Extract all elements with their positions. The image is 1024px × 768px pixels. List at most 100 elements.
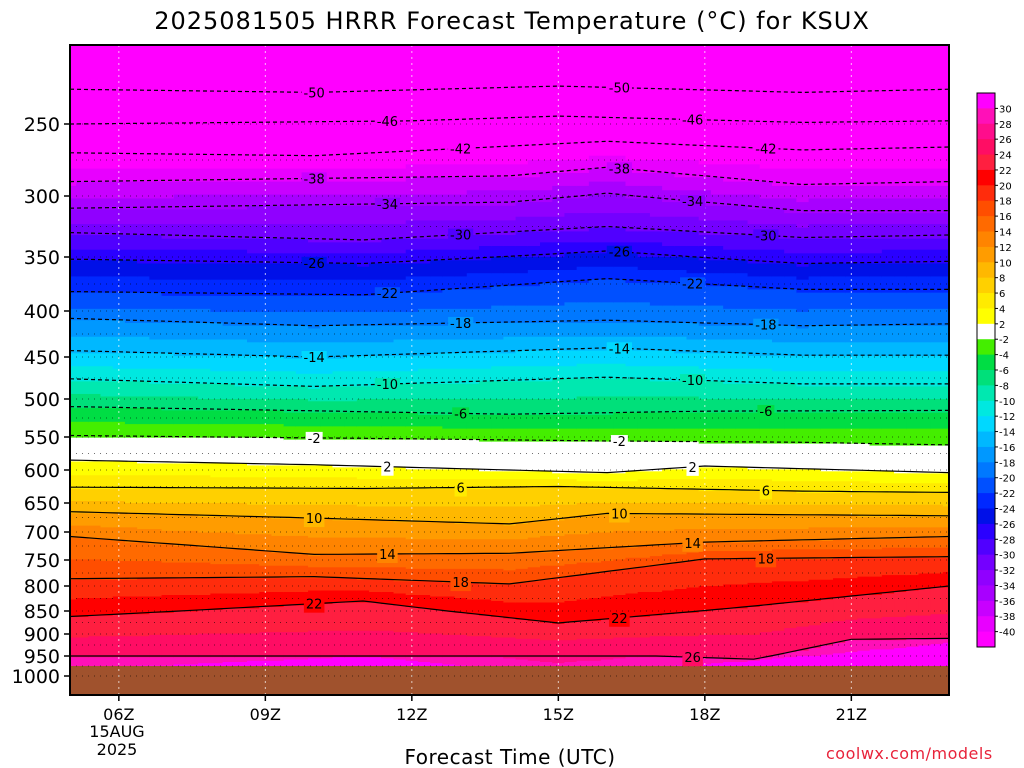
- band-cell: [906, 45, 920, 170]
- band-cell: [527, 350, 541, 368]
- band-cell: [881, 45, 895, 170]
- band-cell: [771, 412, 785, 430]
- band-cell: [894, 238, 908, 251]
- band-cell: [88, 539, 102, 561]
- band-cell: [430, 276, 444, 294]
- band-cell: [173, 339, 187, 357]
- band-cell: [845, 549, 859, 559]
- band-cell: [540, 231, 554, 244]
- band-cell: [295, 224, 309, 240]
- band-cell: [613, 396, 627, 414]
- plot-area: -50 -50-46 -46-42 -42-38-38-34 -34-30 -30-26-…: [70, 45, 949, 695]
- band-cell: [637, 378, 651, 398]
- band-strip: [417, 45, 431, 677]
- band-cell: [759, 168, 773, 183]
- isotherm-label: 2: [688, 461, 696, 476]
- band-cell: [466, 479, 480, 490]
- band-cell: [283, 465, 297, 479]
- colorbar-swatch: [977, 293, 995, 309]
- band-cell: [393, 168, 407, 183]
- band-cell: [381, 224, 395, 240]
- band-cell: [613, 227, 627, 244]
- band-cell: [271, 578, 285, 593]
- band-cell: [70, 437, 77, 463]
- band-cell: [149, 544, 163, 562]
- band-cell: [564, 473, 578, 481]
- band-cell: [527, 537, 541, 554]
- band-cell: [674, 231, 688, 247]
- band-cell: [466, 469, 480, 481]
- band-cell: [735, 286, 749, 310]
- band-cell: [759, 443, 773, 471]
- band-cell: [735, 412, 749, 430]
- band-cell: [210, 238, 224, 251]
- band-cell: [381, 356, 395, 373]
- band-cell: [540, 282, 554, 307]
- band-cell: [552, 336, 566, 352]
- band-cell: [710, 399, 724, 414]
- band-cell: [564, 601, 578, 624]
- isotherm-label-bg: [448, 316, 474, 332]
- band-strip: [735, 45, 749, 677]
- band-cell: [930, 168, 944, 187]
- band-cell: [540, 242, 554, 258]
- band-cell: [247, 593, 261, 610]
- band-cell: [747, 181, 761, 196]
- band-cell: [76, 461, 90, 477]
- band-cell: [894, 616, 908, 641]
- band-cell: [564, 414, 578, 430]
- band-cell: [247, 356, 261, 373]
- band-cell: [527, 567, 541, 583]
- band-cell: [710, 586, 724, 611]
- colorbar-swatch: [977, 200, 995, 217]
- band-cell: [833, 386, 847, 400]
- band-cell: [198, 424, 212, 439]
- band-cell: [161, 45, 175, 170]
- colorbar-legend: 30282624222018161412108642-2-4-6-8-10-12…: [976, 92, 1015, 648]
- band-cell: [381, 657, 395, 660]
- band-cell: [918, 198, 932, 214]
- band-cell: [100, 539, 114, 562]
- band-cell: [515, 257, 529, 274]
- band-cell: [564, 534, 578, 552]
- band-cell: [271, 424, 285, 439]
- band-cell: [344, 630, 358, 658]
- band-cell: [723, 412, 737, 430]
- band-cell: [149, 339, 163, 355]
- band-cell: [76, 537, 90, 561]
- band-cell: [674, 322, 688, 338]
- band-cell: [515, 273, 529, 287]
- band-cell: [430, 339, 444, 355]
- band-cell: [906, 185, 920, 200]
- band-cell: [442, 611, 456, 636]
- band-cell: [662, 305, 676, 324]
- band-cell: [417, 205, 431, 222]
- band-cell: [845, 185, 859, 200]
- band-cell: [369, 45, 383, 170]
- band-cell: [393, 657, 407, 661]
- band-cell: [344, 412, 358, 428]
- band-cell: [747, 515, 761, 530]
- band-cell: [540, 441, 554, 473]
- isotherm-label: -10: [682, 374, 703, 389]
- band-cell: [942, 428, 949, 447]
- band-cell: [845, 443, 859, 473]
- band-cell: [881, 483, 895, 494]
- band-cell: [344, 356, 358, 373]
- band-cell: [491, 339, 505, 355]
- band-cell: [442, 238, 456, 251]
- band-cell: [185, 578, 199, 596]
- band-cell: [833, 238, 847, 255]
- band-cell: [698, 503, 712, 516]
- band-cell: [833, 356, 847, 373]
- band-cell: [161, 475, 175, 490]
- band-cell: [747, 607, 761, 636]
- band-cell: [735, 634, 749, 661]
- band-cell: [723, 551, 737, 561]
- band-cell: [381, 412, 395, 428]
- band-cell: [662, 396, 676, 414]
- band-cell: [332, 263, 346, 281]
- isotherm-label-bg: [301, 172, 327, 188]
- band-cell: [271, 607, 285, 633]
- band-cell: [283, 311, 297, 327]
